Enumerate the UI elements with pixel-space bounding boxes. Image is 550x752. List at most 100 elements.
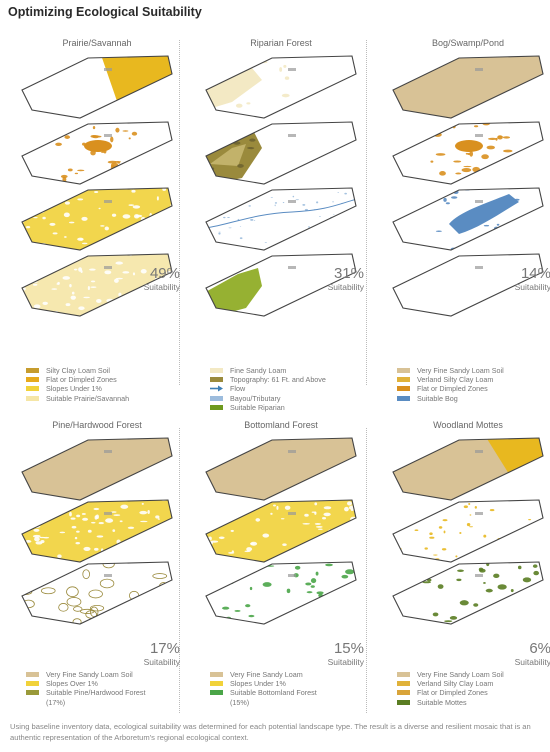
suitability-label: Suitability: [327, 657, 364, 667]
map-layer: [205, 121, 357, 185]
legend: Very Fine Sandy Loam Soil Verland Silty C…: [397, 670, 504, 707]
legend-item: Verland Silty Clay Loam: [397, 679, 504, 688]
legend-swatch: [210, 672, 223, 677]
legend-swatch: [397, 395, 410, 401]
legend-item: Flat or Dimpled Zones: [26, 375, 129, 384]
legend-label: Suitable Prairie/Savannah: [46, 393, 130, 403]
legend-item: Suitable Riparian: [210, 403, 326, 412]
legend-item: Slopes Under 1%: [210, 679, 325, 688]
legend-label: Slopes Under 1%: [230, 679, 286, 689]
legend-item: Suitable Bog: [397, 394, 504, 403]
legend-label: Suitable Mottes: [417, 697, 467, 707]
legend: Very Fine Sandy Loam Slopes Under 1% Suita…: [210, 670, 325, 707]
legend-label: Suitable Bog: [417, 393, 458, 403]
column-divider: [366, 428, 367, 713]
legend-item: Suitable Bottomland Forest (15%): [210, 688, 325, 707]
map-layer: [392, 55, 544, 119]
suitability-percent: 31%: [333, 265, 364, 282]
map-layer: [392, 437, 544, 501]
map-layer: [205, 253, 357, 317]
legend-swatch: [210, 368, 223, 373]
panel-title: Prairie/Savannah: [62, 38, 132, 48]
legend-item: Very Fine Sandy Loam Soil: [397, 670, 504, 679]
suitability-label: Suitability: [143, 657, 180, 667]
suitability-label: Suitability: [514, 282, 550, 292]
map-layer: [205, 561, 357, 625]
panel-title: Woodland Mottes: [433, 420, 503, 430]
suitability-label: Suitability: [327, 282, 364, 292]
legend-swatch: [397, 690, 410, 696]
legend-label: Flat or Dimpled Zones: [417, 384, 488, 394]
map-layer: [392, 499, 544, 563]
legend-swatch: [397, 377, 410, 383]
legend-item: Flow: [210, 384, 326, 393]
legend-label: Verland Silty Clay Loam: [417, 375, 494, 385]
legend-item: Slopes Over 1%: [26, 679, 146, 688]
map-layer: [21, 253, 173, 317]
legend-label: Slopes Under 1%: [46, 384, 102, 394]
caption: Using baseline inventory data, ecologica…: [10, 722, 531, 742]
legend-swatch: [397, 672, 410, 677]
map-layer: [205, 55, 357, 119]
legend-item: Slopes Under 1%: [26, 384, 129, 393]
suitability-percent: 14%: [520, 265, 550, 282]
legend-label: Suitable Riparian: [230, 402, 285, 412]
legend-label: Slopes Over 1%: [46, 679, 98, 689]
legend-swatch: [210, 377, 223, 383]
legend: Fine Sandy Loam Topography: 61 Ft. and Ab…: [210, 366, 326, 412]
legend-swatch: [397, 368, 410, 373]
legend-label: Topography: 61 Ft. and Above: [230, 375, 326, 385]
legend-label: Flow: [230, 384, 246, 394]
legend-label: Suitable Pine/Hardwood Forest (17%): [46, 688, 146, 707]
legend-item: Very Fine Sandy Loam Soil: [26, 670, 146, 679]
legend-swatch: [397, 681, 410, 687]
legend-label: Suitable Bottomland Forest (15%): [230, 688, 317, 707]
map-layer: [392, 187, 544, 251]
map-layer: [392, 253, 544, 317]
legend-swatch: [210, 690, 223, 696]
legend-item: Silty Clay Loam Soil: [26, 366, 129, 375]
legend-label: Very Fine Sandy Loam: [230, 670, 303, 679]
map-layer: [21, 561, 173, 625]
suitability-percent: 15%: [333, 640, 364, 657]
legend: Silty Clay Loam Soil Flat or Dimpled Zone…: [26, 366, 129, 403]
suitability-label: Suitability: [514, 657, 550, 667]
suitability-label: Suitability: [143, 282, 180, 292]
legend-swatch: [26, 672, 39, 677]
map-layer: [392, 121, 544, 185]
panel-title: Riparian Forest: [250, 38, 312, 48]
panel-title: Pine/Hardwood Forest: [52, 420, 142, 430]
legend-item: Very Fine Sandy Loam Soil: [397, 366, 504, 375]
legend-swatch: [26, 690, 39, 696]
legend-label: Very Fine Sandy Loam Soil: [417, 366, 504, 375]
suitability-percent: 49%: [149, 265, 180, 282]
map-layer: [21, 437, 173, 501]
legend-item: Suitable Prairie/Savannah: [26, 394, 129, 403]
column-divider: [366, 40, 367, 385]
legend-item: Flat or Dimpled Zones: [397, 688, 504, 697]
page-title: Optimizing Ecological Suitability: [8, 5, 202, 19]
legend-item: Verland Silty Clay Loam: [397, 375, 504, 384]
legend-swatch: [26, 681, 39, 687]
map-layer: [21, 55, 173, 119]
column-divider: [179, 40, 180, 385]
legend: Very Fine Sandy Loam Soil Slopes Over 1% S…: [26, 670, 146, 707]
legend-label: Bayou/Tributary: [230, 393, 281, 403]
legend-label: Silty Clay Loam Soil: [46, 366, 110, 375]
map-layer: [205, 187, 357, 251]
legend-swatch: [26, 386, 39, 392]
legend-swatch: [26, 377, 39, 383]
legend: Very Fine Sandy Loam Soil Verland Silty C…: [397, 366, 504, 403]
legend-swatch: [210, 395, 223, 401]
legend-swatch: [26, 368, 39, 373]
legend-label: Flat or Dimpled Zones: [46, 375, 117, 385]
flow-arrow-icon: [210, 385, 223, 392]
map-layer: [21, 187, 173, 251]
map-layer: [205, 499, 357, 563]
legend-item: Very Fine Sandy Loam: [210, 670, 325, 679]
legend-swatch: [397, 386, 410, 392]
map-layer: [21, 121, 173, 185]
column-divider: [179, 428, 180, 713]
legend-item: Bayou/Tributary: [210, 394, 326, 403]
legend-item: Suitable Pine/Hardwood Forest (17%): [26, 688, 146, 707]
